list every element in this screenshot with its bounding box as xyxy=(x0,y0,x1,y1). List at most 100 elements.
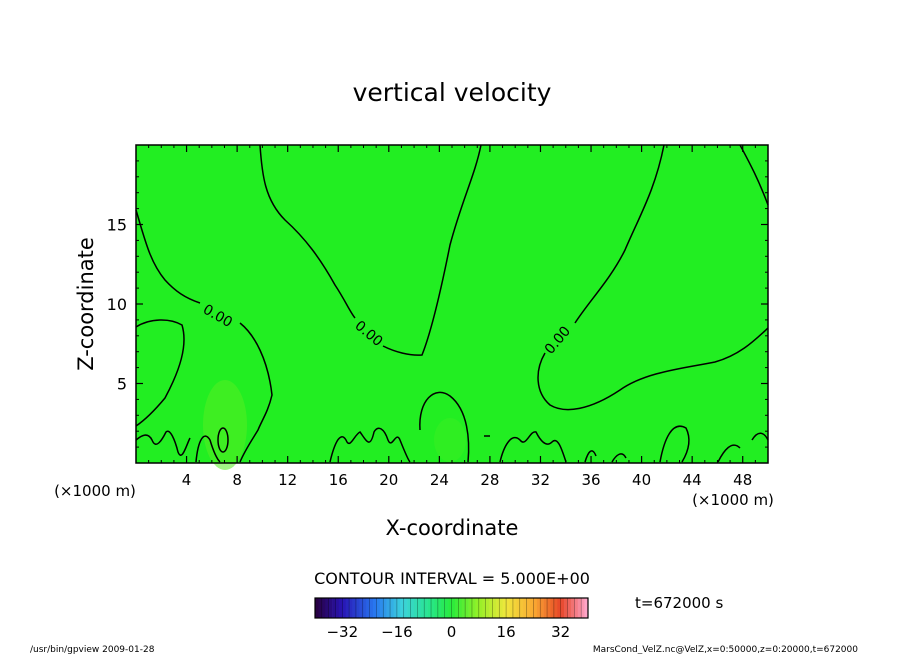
x-unit-label: (×1000 m) xyxy=(692,491,774,509)
colorbar-cell xyxy=(420,598,425,618)
x-tick-label: 32 xyxy=(531,471,550,489)
colorbar-cell xyxy=(383,598,387,618)
colorbar-cell xyxy=(529,598,534,618)
colorbar-cell xyxy=(366,598,370,618)
x-tick-label: 24 xyxy=(430,471,449,489)
colorbar-cell xyxy=(526,598,531,618)
colorbar-cell xyxy=(403,598,408,618)
colorbar-cell xyxy=(369,598,374,618)
colorbar-cell xyxy=(400,598,405,618)
contour-line xyxy=(574,144,665,324)
colorbar-cell xyxy=(560,598,565,618)
colorbar-cell xyxy=(355,598,360,618)
colorbar-cell xyxy=(318,598,323,618)
colorbar-cell xyxy=(431,598,435,618)
colorbar-cell xyxy=(502,598,507,618)
colorbar-cell xyxy=(512,598,517,618)
colorbar-cell xyxy=(373,598,377,618)
contour-line xyxy=(329,427,411,463)
colorbar-cell xyxy=(516,598,521,618)
contour-line xyxy=(584,450,597,463)
colorbar-cell xyxy=(441,598,445,618)
colorbar-cell xyxy=(390,598,394,618)
contour-line xyxy=(217,427,229,453)
contour-line xyxy=(135,430,191,456)
x-tick-label: 28 xyxy=(480,471,499,489)
colorbar-cell xyxy=(434,598,439,618)
warm-patch xyxy=(203,380,247,470)
contour-line xyxy=(611,453,627,463)
colorbar-cell xyxy=(465,598,469,618)
colorbar-cell xyxy=(581,598,585,618)
contour-line xyxy=(195,435,221,463)
colorbar-cell xyxy=(386,598,391,618)
colorbar-cell xyxy=(454,598,459,618)
colorbar-cell xyxy=(523,598,527,618)
y-tick-label: 10 xyxy=(107,295,127,314)
colorbar-cell xyxy=(574,598,579,618)
contour-line xyxy=(259,144,356,319)
contour-line xyxy=(135,319,185,427)
colorbar-cell xyxy=(553,598,558,618)
colorbar-cell xyxy=(547,598,551,618)
colorbar-cell xyxy=(325,598,329,618)
colorbar-cell xyxy=(338,598,343,618)
contour-line xyxy=(659,425,690,463)
y-tick-label: 15 xyxy=(107,216,127,235)
colorbar-cell xyxy=(417,598,422,618)
colorbar-cell xyxy=(577,598,582,618)
colorbar-cell xyxy=(332,598,336,618)
plot-area: 0.00 0.00 0.00 xyxy=(135,144,769,470)
colorbar-cell xyxy=(570,598,575,618)
colorbar-cell xyxy=(495,598,500,618)
colorbar-cell xyxy=(482,598,486,618)
colorbar-cell xyxy=(352,598,357,618)
chart-title: vertical velocity xyxy=(353,78,552,107)
colorbar-cell xyxy=(393,598,398,618)
colorbar-cell xyxy=(557,598,561,618)
y-axis-label: Z-coordinate xyxy=(74,237,98,371)
colorbar-tick-label: 16 xyxy=(497,623,516,641)
colorbar-cell xyxy=(492,598,497,618)
x-tick-label: 16 xyxy=(329,471,348,489)
colorbar-cell xyxy=(448,598,452,618)
colorbar-cell xyxy=(376,598,381,618)
colorbar-cell xyxy=(424,598,428,618)
x-tick-label: 12 xyxy=(278,471,297,489)
colorbar-cell xyxy=(536,598,541,618)
colorbar-cell xyxy=(506,598,510,618)
colorbar-cell xyxy=(499,598,503,618)
colorbar-cell xyxy=(315,598,319,618)
footer-left: /usr/bin/gpview 2009-01-28 xyxy=(30,645,155,654)
x-tick-label: 40 xyxy=(632,471,651,489)
contour-interval: CONTOUR INTERVAL = 5.000E+00 xyxy=(314,569,590,588)
colorbar-cell xyxy=(564,598,568,618)
colorbar-cell xyxy=(345,598,350,618)
x-tick-label: 20 xyxy=(379,471,398,489)
x-tick-label: 48 xyxy=(733,471,752,489)
colorbar-cell xyxy=(550,598,555,618)
colorbar-cell xyxy=(427,598,432,618)
colorbar-cell xyxy=(584,598,589,618)
y-axis: 5 10 15 xyxy=(107,160,768,448)
colorbar-cell xyxy=(468,598,473,618)
contour-line xyxy=(135,209,201,304)
colorbar-cell xyxy=(410,598,415,618)
colorbar-cell xyxy=(328,598,333,618)
colorbar-cell xyxy=(396,598,401,618)
colorbar-cell xyxy=(379,598,384,618)
contour-line xyxy=(499,431,567,463)
colorbar-cell xyxy=(567,598,572,618)
colorbar-cell xyxy=(533,598,538,618)
x-tick-label: 36 xyxy=(581,471,600,489)
warm-patch xyxy=(434,418,466,462)
colorbar-cell xyxy=(485,598,490,618)
contour-line xyxy=(751,432,769,441)
footer-right: MarsCond_VelZ.nc@VelZ,x=0:50000,z=0:2000… xyxy=(593,645,858,654)
contour-line xyxy=(382,144,482,356)
colorbar-cell xyxy=(543,598,548,618)
time-label: t=672000 s xyxy=(635,594,723,612)
contour-line xyxy=(239,322,273,463)
colorbar-tick-label: −32 xyxy=(326,623,358,641)
